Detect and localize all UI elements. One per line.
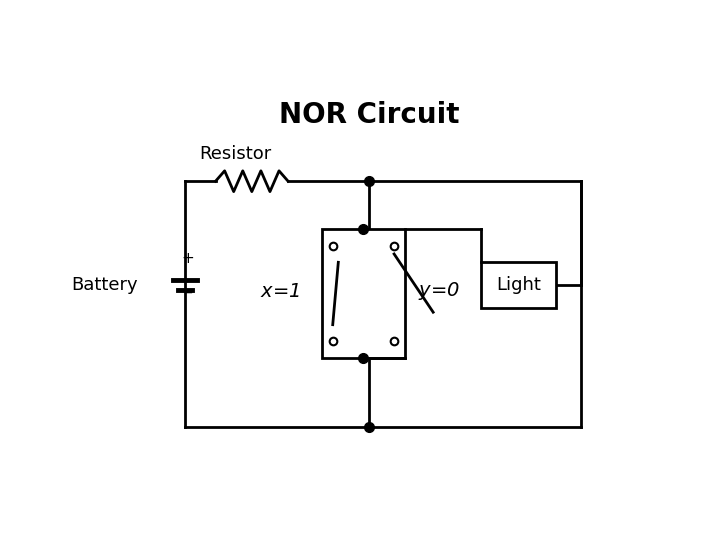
Text: $y$=0: $y$=0 [418, 280, 459, 302]
Text: +: + [181, 251, 194, 266]
Text: NOR Circuit: NOR Circuit [279, 100, 459, 129]
Text: $x$=1: $x$=1 [260, 282, 300, 301]
Text: Resistor: Resistor [199, 145, 271, 163]
Text: Light: Light [496, 276, 541, 294]
Bar [322, 229, 405, 358]
Bar [481, 262, 556, 308]
Text: –: – [183, 282, 192, 300]
Text: Battery: Battery [71, 276, 138, 294]
